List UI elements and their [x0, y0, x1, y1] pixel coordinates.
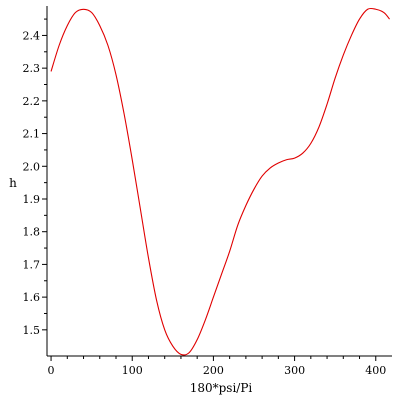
chart-series: [50, 7, 390, 356]
chart-axes: 0 100 200 300 400 1.5 1.6 1.7 1.8 1.9 2.0 2.1 2.2 2.3…: [23, 6, 392, 377]
y-tick-label: 2.2: [23, 95, 41, 108]
series-line: [50, 7, 390, 356]
y-tick-label: 2.1: [23, 128, 41, 141]
y-tick-label: 2.4: [23, 29, 41, 42]
x-tick-label: 0: [48, 364, 55, 377]
y-tick-label: 2.0: [23, 160, 41, 173]
y-tick-label: 1.5: [23, 324, 41, 337]
y-tick-label: 1.6: [23, 291, 41, 304]
y-axis-label: h: [9, 176, 17, 190]
y-tick-label: 1.8: [23, 226, 41, 239]
x-axis-label: 180*psi/Pi: [190, 381, 253, 395]
x-tick-label: 100: [122, 364, 143, 377]
x-tick-label: 300: [284, 364, 305, 377]
y-tick-label: 1.7: [23, 258, 41, 271]
y-tick-label: 2.3: [23, 62, 41, 75]
x-tick-label: 200: [203, 364, 224, 377]
x-tick-label: 400: [365, 364, 386, 377]
y-tick-label: 1.9: [23, 193, 41, 206]
